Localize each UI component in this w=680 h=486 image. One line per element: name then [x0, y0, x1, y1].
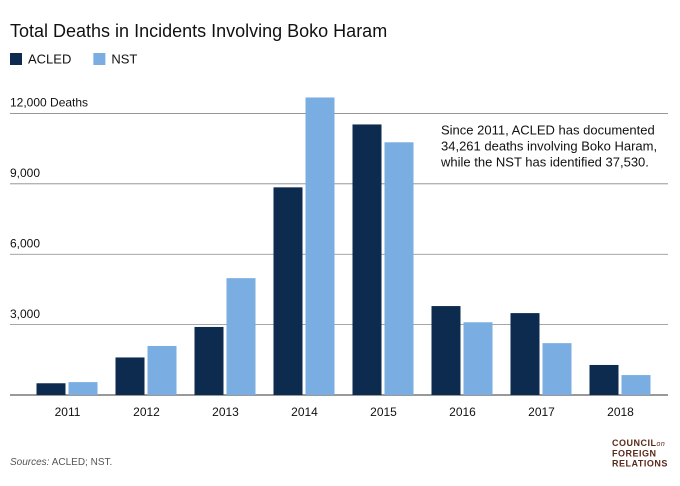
bar — [36, 383, 66, 395]
bar — [589, 364, 619, 395]
x-tick-label: 2016 — [449, 405, 476, 419]
logo-line: FOREIGN — [612, 448, 657, 458]
x-tick-label: 2012 — [133, 405, 160, 419]
x-tick-label: 2014 — [291, 405, 318, 419]
y-tick-label: 12,000 Deaths — [10, 96, 88, 110]
bar — [147, 345, 177, 395]
y-tick-label: 9,000 — [10, 166, 40, 180]
source: Sources: ACLED; NST. — [10, 457, 112, 468]
bar — [352, 124, 382, 395]
chart-title: Total Deaths in Incidents Involving Boko… — [10, 21, 387, 41]
bar — [384, 142, 414, 395]
legend-label: NST — [111, 51, 137, 66]
bar — [431, 306, 461, 395]
logo-line: COUNCILon — [612, 438, 665, 448]
annotation-line: while the NST has identified 37,530. — [440, 154, 649, 169]
bar — [463, 322, 493, 395]
legend-swatch — [10, 53, 22, 65]
y-tick-label: 3,000 — [10, 307, 40, 321]
y-tick-label: 6,000 — [10, 236, 40, 250]
annotation: Since 2011, ACLED has documented 34,261 … — [440, 122, 657, 169]
x-tick-label: 2018 — [607, 405, 634, 419]
bar — [68, 382, 98, 395]
bar — [621, 375, 651, 395]
annotation-line: 34,261 deaths involving Boko Haram, — [441, 138, 657, 153]
legend-swatch — [93, 53, 106, 65]
logo-word: on — [657, 441, 666, 448]
x-tick-label: 2013 — [212, 405, 239, 419]
bar — [305, 97, 335, 395]
legend-label: ACLED — [28, 51, 71, 66]
bar — [273, 187, 303, 395]
bar — [194, 326, 224, 395]
bar — [115, 357, 145, 395]
bar — [542, 343, 572, 395]
source-text: ACLED; NST. — [52, 457, 113, 468]
source-label: Sources: — [10, 457, 50, 468]
x-tick-label: 2011 — [55, 405, 81, 419]
logo-word: COUNCIL — [612, 438, 657, 448]
annotation-line: Since 2011, ACLED has documented — [441, 122, 655, 137]
logo-line: RELATIONS — [612, 458, 668, 468]
x-tick-label: 2017 — [528, 405, 555, 419]
x-tick-label: 2015 — [370, 405, 397, 419]
bar — [226, 278, 256, 395]
bar — [510, 313, 540, 395]
